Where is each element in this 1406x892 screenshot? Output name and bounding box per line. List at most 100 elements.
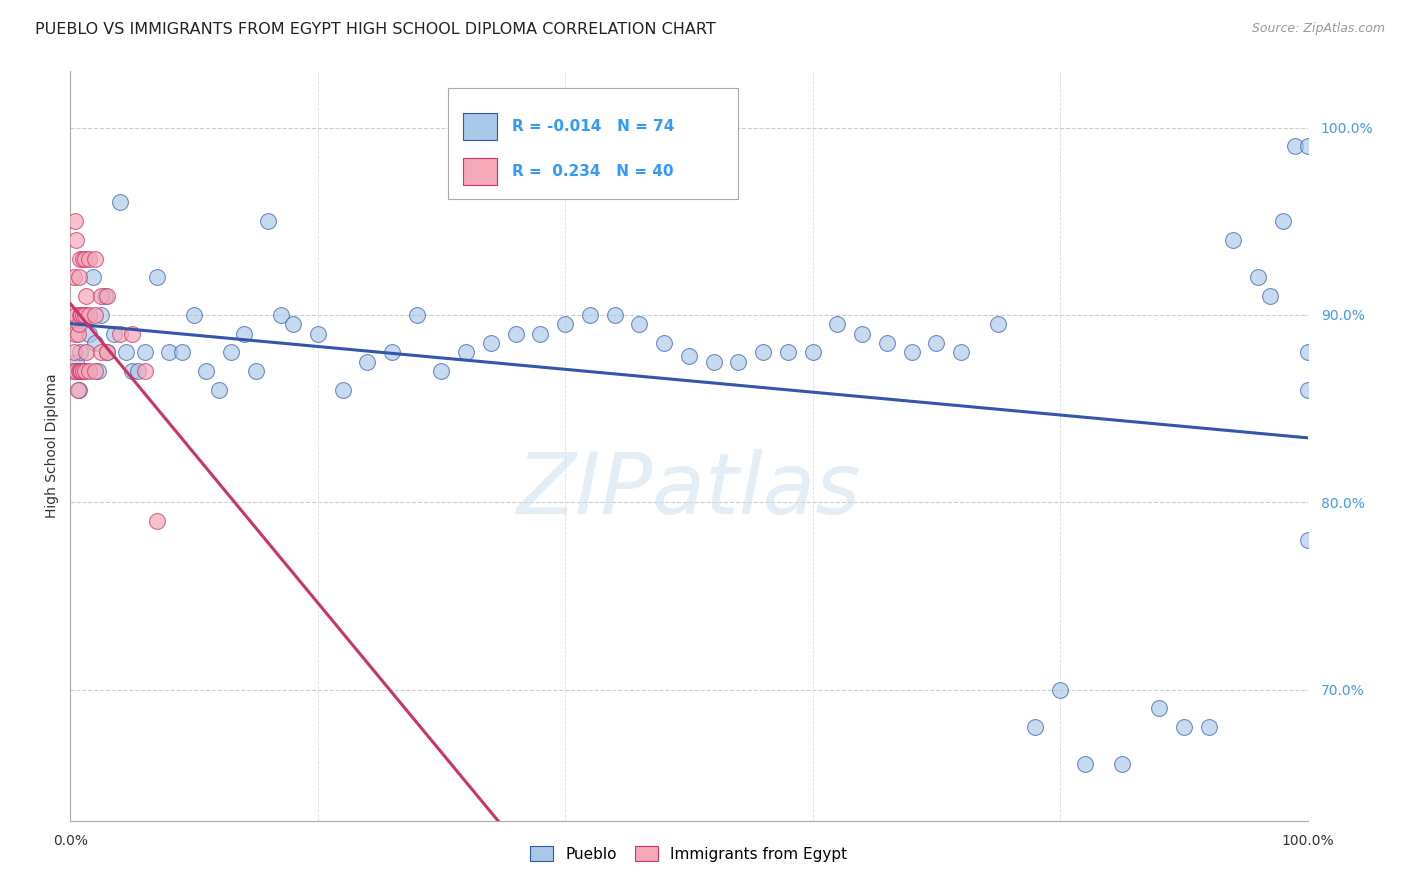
Point [72, 364, 94, 378]
Point [67, 318, 90, 332]
Point [65, 214, 87, 228]
Point [827, 318, 849, 332]
Point [65, 364, 87, 378]
Point [950, 345, 973, 359]
Point [307, 326, 329, 341]
Point [75, 289, 97, 303]
Point [900, 345, 922, 359]
Point [86, 364, 108, 378]
Point [1296, 383, 1319, 397]
Point [1260, 289, 1282, 303]
Point [195, 364, 218, 378]
Point [381, 345, 404, 359]
Point [146, 270, 169, 285]
Point [77, 308, 100, 322]
Point [1296, 345, 1319, 359]
Point [82, 270, 104, 285]
Point [356, 355, 378, 369]
Point [90, 308, 112, 322]
Point [245, 364, 267, 378]
Point [72, 364, 94, 378]
FancyBboxPatch shape [463, 158, 498, 185]
Point [96, 289, 118, 303]
Point [75, 364, 97, 378]
Point [94, 289, 117, 303]
Text: ZIPatlas: ZIPatlas [517, 450, 860, 533]
Point [603, 308, 626, 322]
Point [876, 336, 898, 351]
Point [134, 364, 156, 378]
Point [146, 514, 169, 528]
Point [456, 345, 478, 359]
Point [1147, 701, 1170, 715]
Point [75, 252, 97, 266]
Point [75, 345, 97, 359]
Point [77, 364, 100, 378]
Point [652, 336, 675, 351]
Point [727, 355, 749, 369]
Point [1173, 720, 1195, 734]
Point [103, 326, 125, 341]
Point [69, 252, 91, 266]
Point [479, 336, 502, 351]
Point [108, 326, 131, 341]
Point [987, 318, 1010, 332]
Point [1296, 139, 1319, 153]
Point [1247, 270, 1270, 285]
Point [579, 308, 602, 322]
Point [554, 318, 576, 332]
Point [62, 364, 84, 378]
Point [1111, 757, 1133, 772]
Point [1222, 233, 1244, 247]
Point [127, 364, 149, 378]
Point [65, 233, 87, 247]
Point [108, 195, 131, 210]
Point [96, 345, 118, 359]
Point [77, 252, 100, 266]
Point [232, 326, 254, 341]
FancyBboxPatch shape [447, 87, 738, 199]
Point [405, 308, 427, 322]
Point [96, 345, 118, 359]
Point [183, 308, 205, 322]
Point [69, 345, 91, 359]
Point [70, 308, 93, 322]
Point [77, 326, 100, 341]
Point [529, 326, 551, 341]
FancyBboxPatch shape [463, 113, 498, 140]
Point [63, 270, 86, 285]
Point [776, 345, 799, 359]
Point [628, 318, 651, 332]
Text: R = -0.014   N = 74: R = -0.014 N = 74 [512, 120, 675, 134]
Point [678, 349, 700, 363]
Point [1271, 214, 1294, 228]
Point [66, 326, 89, 341]
Point [84, 364, 107, 378]
Point [925, 336, 948, 351]
Text: Source: ZipAtlas.com: Source: ZipAtlas.com [1251, 22, 1385, 36]
Point [84, 308, 107, 322]
Point [1284, 139, 1306, 153]
Point [72, 308, 94, 322]
Point [1049, 682, 1071, 697]
Point [1074, 757, 1097, 772]
Point [84, 336, 107, 351]
Point [121, 364, 143, 378]
Point [84, 252, 107, 266]
Point [66, 383, 89, 397]
Point [67, 364, 90, 378]
Point [1024, 720, 1046, 734]
Legend: Pueblo, Immigrants from Egypt: Pueblo, Immigrants from Egypt [523, 838, 855, 869]
Point [115, 345, 138, 359]
Point [1296, 533, 1319, 547]
Point [90, 289, 112, 303]
Point [63, 345, 86, 359]
Point [70, 364, 93, 378]
Point [75, 308, 97, 322]
Point [170, 345, 193, 359]
Text: PUEBLO VS IMMIGRANTS FROM EGYPT HIGH SCHOOL DIPLOMA CORRELATION CHART: PUEBLO VS IMMIGRANTS FROM EGYPT HIGH SCH… [35, 22, 716, 37]
Point [69, 364, 91, 378]
Point [67, 270, 90, 285]
Point [65, 326, 87, 341]
Point [157, 345, 180, 359]
